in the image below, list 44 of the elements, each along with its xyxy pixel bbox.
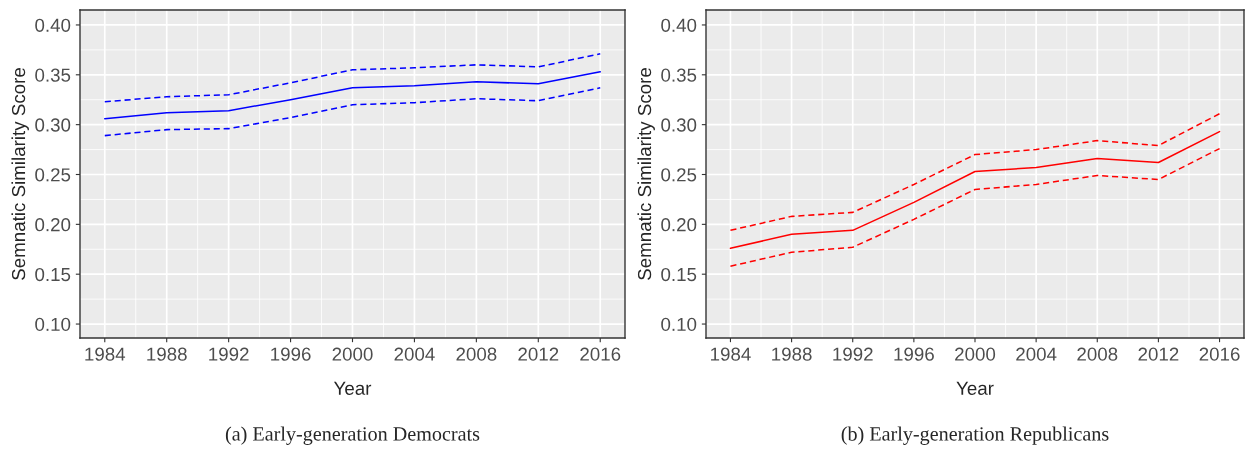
x-tick-label: 2000 [332, 347, 373, 361]
x-axis-title: Year [333, 381, 372, 395]
y-tick-label: 0.30 [661, 118, 697, 132]
x-tick-label: 2012 [518, 347, 559, 361]
y-axis-title: Semnatic Similarity Score [637, 68, 655, 280]
line-series [104, 71, 601, 120]
x-tick-label: 2004 [394, 347, 435, 361]
x-tick-label: 1992 [833, 347, 873, 361]
x-tick-label: 1984 [85, 347, 126, 361]
y-tick-label: 0.10 [35, 317, 71, 332]
x-tick-label: 1988 [147, 347, 187, 361]
x-tick-label: 2004 [1016, 347, 1057, 361]
y-tick-label: 0.40 [661, 18, 697, 32]
line-series [729, 130, 1221, 250]
y-tick-label: 0.15 [661, 267, 697, 282]
x-tick-label: 2008 [456, 347, 497, 361]
y-tick-label: 0.10 [661, 317, 697, 332]
y-tick-label: 0.35 [35, 68, 71, 82]
x-tick-label: 2008 [1077, 347, 1118, 361]
x-tick-label: 1996 [271, 347, 311, 361]
y-tick-label: 0.20 [661, 218, 697, 232]
x-tick-label: 2016 [580, 347, 621, 361]
text: (a) Early-generation Democrats [225, 426, 480, 445]
line-series [104, 86, 601, 137]
line-series [104, 53, 601, 103]
y-tick-label: 0.30 [35, 118, 71, 132]
y-tick-label: 0.15 [35, 267, 71, 282]
y-tick-label: 0.25 [661, 168, 697, 182]
x-tick-label: 1996 [894, 347, 934, 361]
y-tick-label: 0.35 [661, 68, 697, 82]
text: (b) Early-generation Republicans [841, 426, 1109, 445]
y-tick-label: 0.20 [35, 218, 71, 232]
y-axis-title: Semnatic Similarity Score [11, 68, 29, 280]
line-series [729, 147, 1221, 267]
x-tick-label: 2012 [1138, 347, 1179, 361]
x-tick-label: 2016 [1199, 347, 1240, 361]
x-tick-label: 1988 [772, 347, 812, 361]
x-tick-label: 1984 [711, 347, 751, 361]
line-series [729, 112, 1221, 232]
x-tick-label: 2000 [955, 347, 996, 361]
x-axis-title: Year [956, 381, 994, 395]
y-tick-label: 0.40 [35, 18, 71, 32]
y-tick-label: 0.25 [35, 168, 71, 182]
x-tick-label: 1992 [209, 347, 249, 361]
